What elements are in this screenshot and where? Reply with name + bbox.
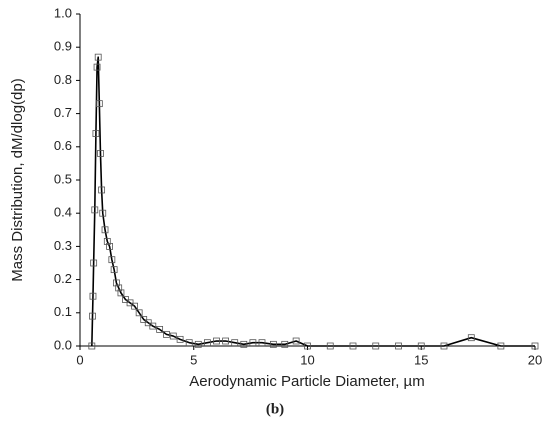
data-point bbox=[372, 342, 380, 350]
data-point bbox=[240, 340, 248, 348]
data-point bbox=[269, 340, 277, 348]
data-point bbox=[98, 186, 106, 194]
data-point bbox=[106, 242, 113, 250]
data-point bbox=[88, 342, 96, 350]
x-tick-label: 0 bbox=[76, 352, 83, 367]
data-point bbox=[94, 53, 102, 61]
data-point bbox=[292, 337, 300, 345]
y-tick-label: 0.1 bbox=[54, 304, 72, 319]
data-point bbox=[222, 337, 230, 345]
data-point bbox=[203, 339, 211, 347]
data-point bbox=[163, 330, 170, 338]
x-axis-label: Aerodynamic Particle Diameter, µm bbox=[189, 373, 424, 390]
data-point bbox=[101, 226, 109, 234]
data-point bbox=[108, 256, 116, 264]
data-point bbox=[103, 238, 111, 245]
data-point bbox=[281, 340, 289, 348]
data-point bbox=[417, 342, 425, 350]
data-point bbox=[95, 100, 103, 108]
x-tick-label: 20 bbox=[528, 352, 542, 367]
y-tick-label: 0.0 bbox=[54, 337, 72, 352]
data-point bbox=[169, 332, 177, 340]
y-axis-label: Mass Distribution, dM/dlog(dp) bbox=[9, 78, 26, 281]
data-point bbox=[156, 325, 164, 333]
y-tick-label: 0.8 bbox=[54, 72, 72, 87]
caption: (b) bbox=[266, 401, 284, 417]
data-point bbox=[176, 335, 184, 343]
data-point bbox=[97, 150, 104, 157]
data-point bbox=[467, 334, 475, 342]
data-point bbox=[231, 339, 239, 347]
data-point bbox=[304, 342, 311, 350]
data-point bbox=[99, 209, 107, 217]
y-tick-label: 0.3 bbox=[54, 238, 72, 253]
data-point bbox=[194, 340, 202, 348]
data-point bbox=[185, 339, 193, 347]
data-point bbox=[135, 309, 143, 317]
data-point bbox=[93, 63, 101, 71]
data-point bbox=[92, 130, 100, 137]
y-tick-label: 0.9 bbox=[54, 39, 72, 54]
data-point bbox=[90, 259, 98, 267]
y-tick-label: 0.5 bbox=[54, 171, 72, 186]
x-tick-label: 10 bbox=[300, 352, 314, 367]
data-point bbox=[91, 206, 99, 214]
data-point bbox=[258, 339, 266, 347]
data-point bbox=[149, 322, 157, 330]
y-tick-label: 0.6 bbox=[54, 138, 72, 153]
data-point bbox=[497, 342, 505, 350]
data-point bbox=[110, 266, 118, 274]
data-point bbox=[440, 342, 448, 350]
data-point bbox=[249, 339, 257, 347]
x-tick-label: 15 bbox=[414, 352, 428, 367]
data-point bbox=[115, 284, 123, 292]
y-tick-label: 0.4 bbox=[54, 205, 72, 220]
y-tick-label: 0.2 bbox=[54, 271, 72, 286]
y-tick-label: 0.7 bbox=[54, 105, 72, 120]
data-point bbox=[117, 289, 125, 297]
y-tick-label: 1.0 bbox=[54, 5, 72, 20]
data-point bbox=[131, 302, 139, 310]
data-point bbox=[349, 342, 357, 350]
data-point bbox=[531, 342, 539, 350]
data-point bbox=[113, 279, 120, 287]
data-point bbox=[89, 292, 97, 300]
data-point bbox=[213, 337, 220, 345]
series-line bbox=[91, 56, 535, 347]
data-point bbox=[326, 342, 334, 350]
x-tick-label: 5 bbox=[190, 352, 197, 367]
data-point bbox=[395, 342, 402, 350]
data-point bbox=[89, 312, 96, 320]
